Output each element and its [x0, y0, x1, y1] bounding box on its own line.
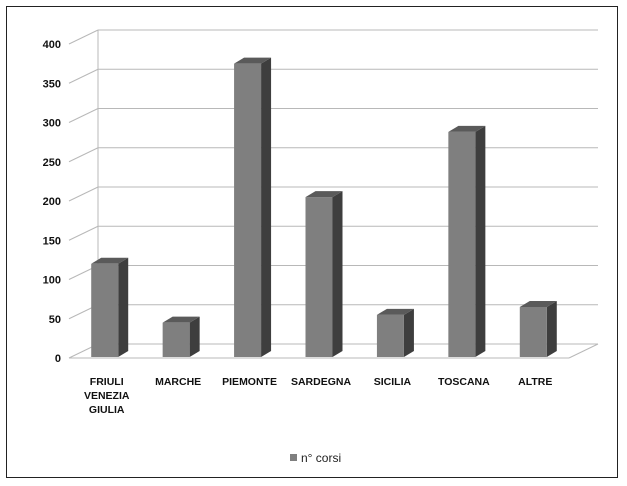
bar-side — [546, 300, 557, 357]
gridline-slant — [68, 108, 99, 123]
x-category-label: MARCHE — [155, 376, 201, 388]
bar-top — [162, 316, 200, 323]
bar-top — [305, 191, 343, 198]
bars — [91, 57, 557, 357]
bar-front — [448, 131, 476, 357]
x-category-label-line: SARDEGNA — [291, 376, 352, 388]
y-tick-label: 400 — [43, 39, 61, 51]
gridlines — [68, 29, 599, 359]
y-tick-label: 350 — [43, 78, 61, 90]
x-category-label-line: PIEMONTE — [222, 376, 277, 388]
bar — [519, 300, 557, 357]
gridline-slant — [68, 147, 99, 163]
bar — [162, 316, 200, 357]
x-category-label-line: GIULIA — [89, 404, 125, 416]
floor-right-edge — [568, 343, 599, 359]
x-category-label: SICILIA — [374, 376, 412, 388]
x-category-label: SARDEGNA — [291, 376, 352, 388]
y-tick-label: 250 — [43, 157, 61, 169]
chart-frame: 0 50 100 150 200 250 300 350 400 FRIULI VENEZIA GI… — [6, 6, 618, 478]
y-tick-label: 150 — [43, 235, 61, 247]
y-tick-label: 50 — [49, 314, 61, 326]
bar-side — [189, 316, 200, 357]
bar — [234, 57, 272, 357]
bar — [91, 257, 129, 357]
gridline-slant — [68, 68, 99, 84]
gridline-slant — [68, 29, 99, 45]
legend: n° corsi — [290, 451, 341, 465]
bar-front — [234, 63, 262, 357]
bar-side — [403, 308, 414, 357]
bar — [376, 308, 414, 357]
x-category-label-line: TOSCANA — [438, 376, 490, 388]
gridline-slant — [68, 225, 99, 241]
x-category-label-line: VENEZIA — [84, 390, 130, 402]
bar-top — [519, 300, 557, 307]
x-category-label-line: SICILIA — [374, 376, 412, 388]
gridline-slant — [68, 186, 99, 202]
bar-front — [305, 197, 333, 357]
y-axis-ticks: 0 50 100 150 200 250 300 350 400 — [43, 39, 61, 365]
bar — [305, 191, 343, 357]
bar-top — [376, 308, 414, 315]
x-category-label-line: ALTRE — [518, 376, 552, 388]
bar — [448, 125, 486, 357]
x-category-label: TOSCANA — [438, 376, 490, 388]
y-tick-label: 0 — [55, 353, 61, 365]
bar-top — [234, 57, 272, 64]
x-category-label: ALTRE — [518, 376, 552, 388]
y-tick-label: 300 — [43, 118, 61, 130]
x-axis-labels: FRIULI VENEZIA GIULIA MARCHE PIEMONTE SARDEGN… — [84, 376, 552, 416]
x-category-label-line: FRIULI — [90, 376, 124, 388]
bar-front — [162, 322, 190, 357]
legend-label: n° corsi — [301, 451, 341, 465]
bar-front — [519, 306, 547, 357]
x-category-label-line: MARCHE — [155, 376, 201, 388]
legend-swatch — [290, 454, 297, 461]
x-category-label: PIEMONTE — [222, 376, 277, 388]
bar-front — [376, 314, 404, 357]
bar-front — [91, 263, 119, 357]
y-tick-label: 100 — [43, 275, 61, 287]
bar-side — [475, 125, 486, 357]
x-category-label: FRIULI VENEZIA GIULIA — [84, 376, 130, 416]
bar-side — [118, 257, 129, 357]
bar-chart: 0 50 100 150 200 250 300 350 400 FRIULI VENEZIA GI… — [43, 29, 599, 465]
bar-side — [261, 57, 272, 357]
bar-top — [91, 257, 129, 264]
y-tick-label: 200 — [43, 196, 61, 208]
bar-side — [332, 191, 343, 357]
bar-top — [448, 125, 486, 132]
